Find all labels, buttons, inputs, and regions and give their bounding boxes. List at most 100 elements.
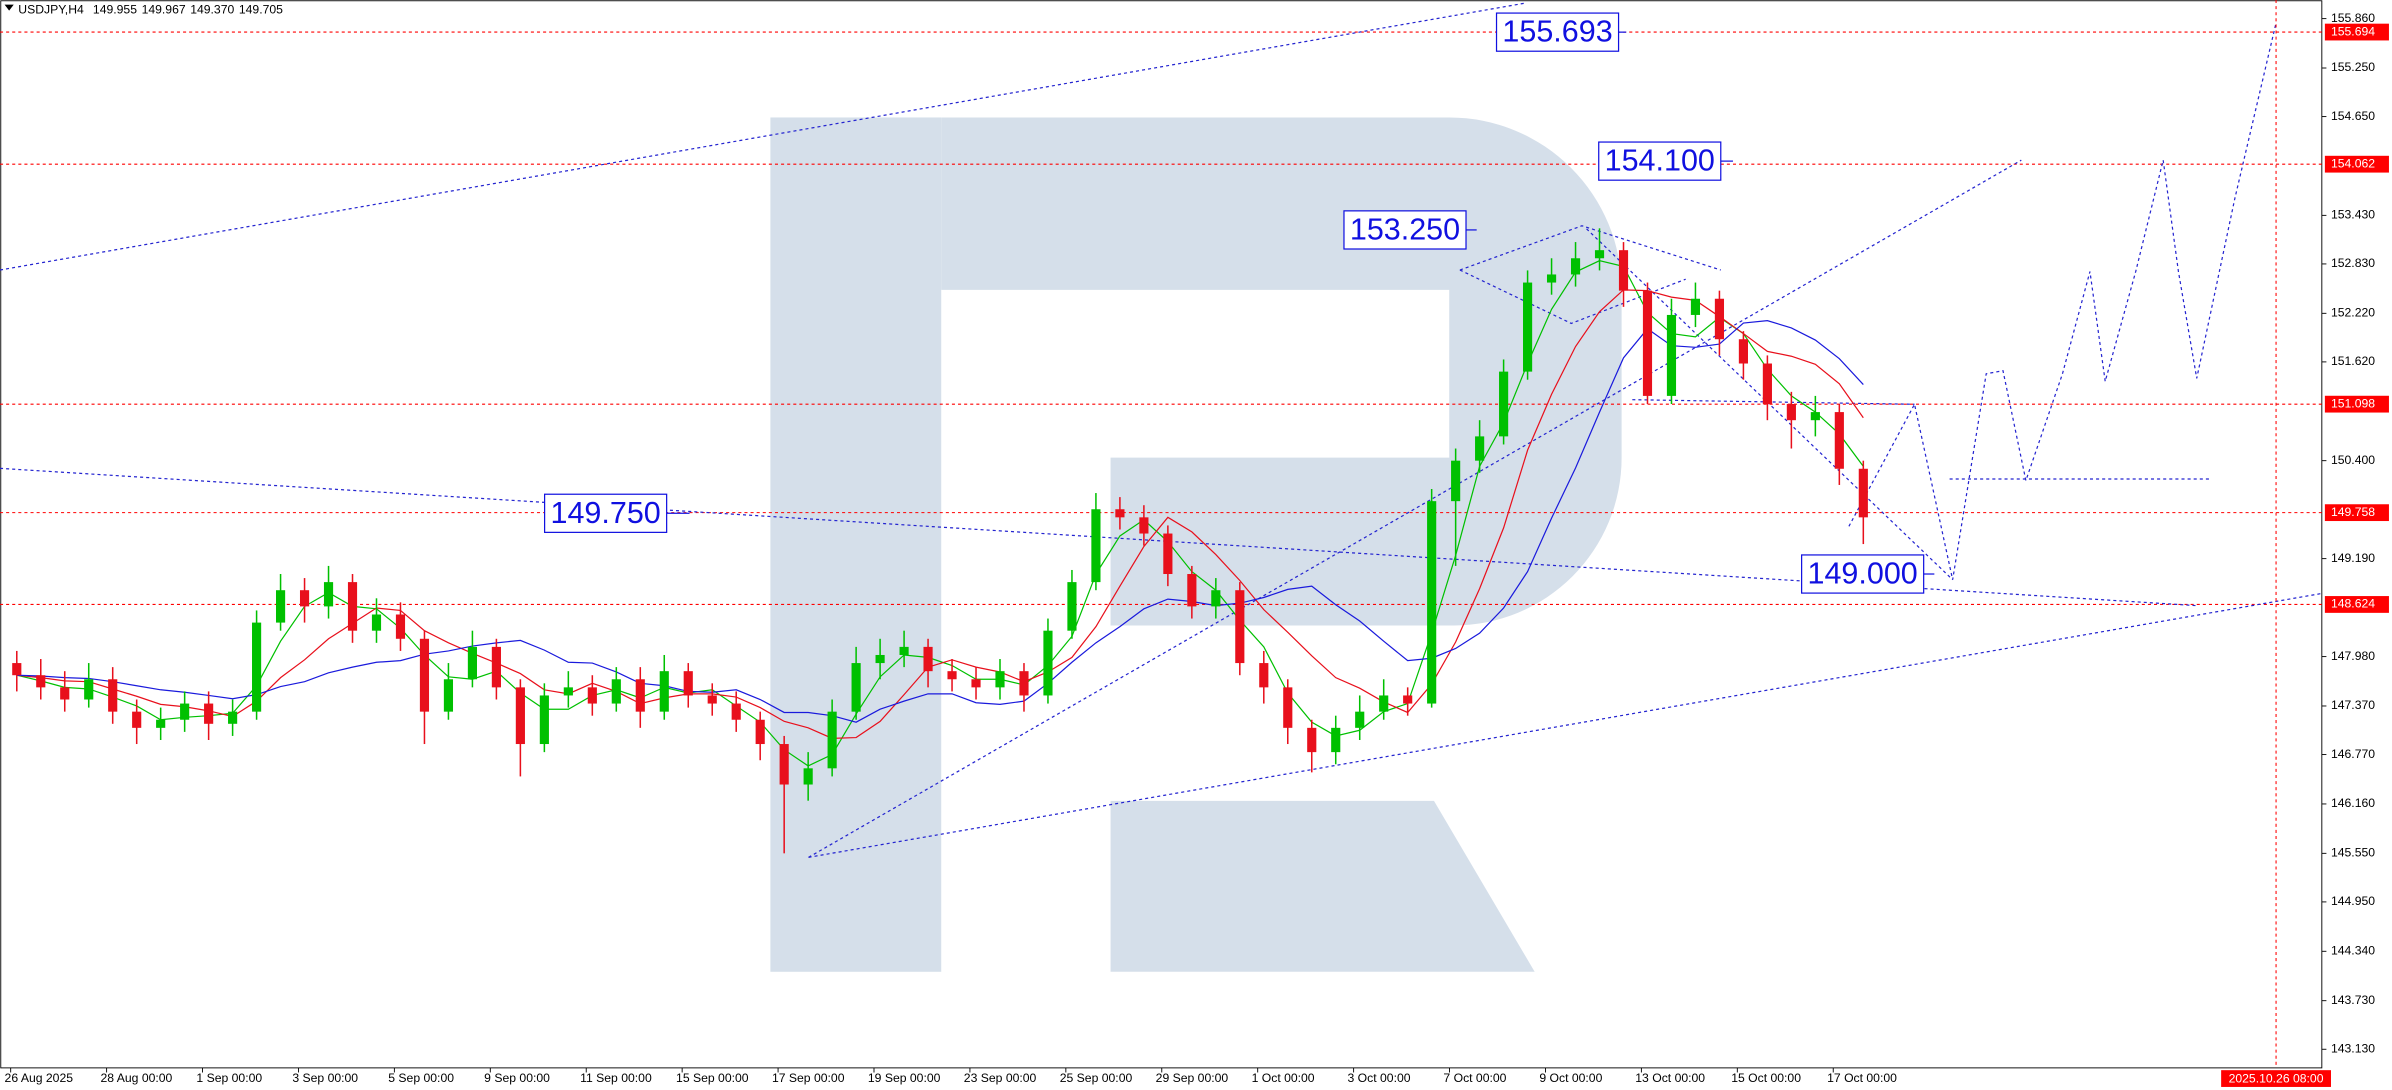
candle-body: [971, 679, 981, 688]
candle-body: [1211, 590, 1221, 607]
y-tick-label: 147.980: [2331, 649, 2375, 663]
candle-body: [1523, 282, 1533, 372]
y-tick-label: 144.950: [2331, 894, 2375, 908]
level-label: 155.694: [2331, 24, 2375, 38]
candle-body: [1379, 695, 1389, 712]
level-box: [2324, 155, 2389, 173]
candle-body: [1067, 582, 1077, 631]
x-tick-label: 15 Sep 00:00: [676, 1071, 749, 1085]
symbol: USDJPY,H4: [18, 3, 84, 17]
candle-body: [1091, 509, 1101, 583]
x-tick-label: 5 Sep 00:00: [388, 1071, 454, 1085]
level-label: 149.758: [2331, 505, 2375, 519]
candle-body: [1762, 363, 1772, 404]
target-box: [1598, 141, 1722, 181]
x-tick-label: 11 Sep 00:00: [580, 1071, 652, 1085]
x-tick-label: 25 Sep 00:00: [1060, 1071, 1133, 1085]
candle-body: [467, 646, 477, 680]
target-label: 153.250: [1350, 213, 1460, 247]
candle-body: [180, 703, 190, 720]
candle-body: [755, 719, 765, 745]
candle-body: [204, 703, 214, 724]
candle-body: [1714, 298, 1725, 340]
plot-frame: [0, 0, 2323, 1069]
target-box: [1495, 12, 1620, 52]
candle-body: [1451, 460, 1461, 502]
candle-body: [1738, 339, 1748, 364]
candle-body: [132, 711, 142, 728]
candle-body: [1546, 274, 1557, 283]
candle-body: [683, 671, 693, 696]
candle-body: [827, 711, 837, 769]
candle-body: [1235, 590, 1245, 664]
quote-low: 149.370: [190, 3, 234, 17]
levels: [0, 31, 2322, 605]
candle-body: [323, 582, 334, 607]
target-label: 149.750: [551, 496, 661, 530]
candle-body: [1786, 403, 1796, 421]
x-tick-label: 26 Aug 2025: [5, 1071, 74, 1085]
y-tick-label: 153.430: [2331, 208, 2375, 222]
axes: 155.860 155.250 154.650 153.430 152.830 152.2…: [5, 11, 2389, 1085]
candle-body: [803, 768, 813, 785]
y-tick-label: 152.830: [2331, 256, 2375, 270]
time-marker-label: 2025.10.26 08:00: [2229, 1072, 2324, 1086]
candle-body: [1618, 250, 1629, 291]
y-tick-label: 145.550: [2331, 846, 2375, 860]
candle-body: [252, 622, 262, 712]
x-tick-label: 29 Sep 00:00: [1156, 1071, 1229, 1085]
candle-body: [1594, 250, 1605, 259]
candle-body: [923, 646, 933, 672]
candle-body: [1163, 533, 1173, 575]
candle-body: [347, 582, 358, 631]
y-tick-label: 144.340: [2331, 944, 2375, 958]
candle-body: [851, 663, 861, 712]
candle-body: [1570, 258, 1581, 275]
level-box: [2324, 596, 2389, 613]
x-tick-label: 13 Oct 00:00: [1635, 1071, 1705, 1085]
candle-body: [1642, 290, 1653, 396]
quote-high: 149.967: [142, 3, 186, 17]
candle-body: [1259, 663, 1269, 688]
candle-body: [1427, 501, 1437, 704]
level-label: 148.624: [2331, 597, 2375, 611]
candle-body: [1403, 695, 1413, 704]
candle-body: [1834, 412, 1844, 469]
target-label: 149.000: [1808, 557, 1918, 591]
level-box: [2324, 504, 2389, 522]
target-box: [1801, 554, 1925, 594]
level-box: [2324, 23, 2389, 41]
y-tick-label: 146.770: [2331, 747, 2375, 761]
candle-body: [371, 614, 382, 631]
level-label: 151.098: [2331, 396, 2375, 410]
y-tick-label: 143.130: [2331, 1041, 2375, 1055]
candle-body: [443, 679, 454, 712]
y-tick-label: 146.160: [2331, 796, 2375, 810]
candle-body: [1690, 298, 1701, 315]
candle-body: [1355, 711, 1365, 728]
candle-body: [779, 744, 789, 785]
candle-body: [419, 638, 430, 712]
candle-body: [275, 590, 286, 623]
candle-body: [108, 679, 118, 712]
candle-body: [875, 654, 885, 664]
candle-body: [299, 590, 310, 607]
x-tick-label: 7 Oct 00:00: [1443, 1071, 1506, 1085]
candle-body: [228, 711, 238, 724]
candle-body: [995, 671, 1005, 688]
x-tick-label: 17 Sep 00:00: [772, 1071, 845, 1085]
candle-body: [1043, 630, 1053, 696]
y-tick-label: 149.190: [2331, 551, 2375, 565]
candle-body: [611, 679, 621, 704]
candle-body: [1139, 517, 1149, 534]
candle-body: [1666, 314, 1677, 396]
header-arrow: [4, 4, 14, 11]
candle-body: [1475, 436, 1485, 461]
candle-body: [1283, 687, 1293, 728]
candle-body: [899, 646, 909, 655]
target-box: [543, 493, 668, 533]
x-tick-label: 9 Sep 00:00: [484, 1071, 550, 1085]
quote-close: 149.705: [239, 3, 283, 17]
time-marker-box: [2221, 1070, 2331, 1087]
